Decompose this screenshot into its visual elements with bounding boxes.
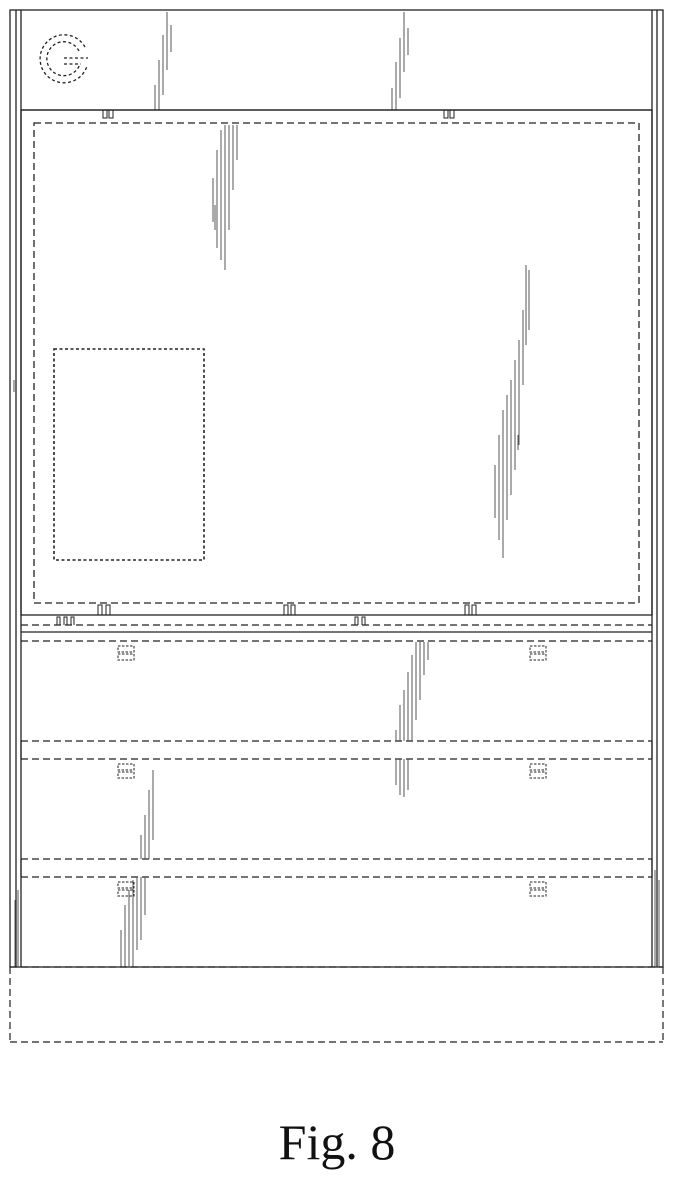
bracket-row-1 bbox=[118, 646, 546, 660]
display-reflection-shading-upper bbox=[213, 125, 237, 270]
google-g-logo-icon bbox=[40, 35, 88, 83]
display-screen bbox=[34, 123, 639, 603]
header-panel bbox=[21, 12, 652, 110]
shelf-2 bbox=[21, 859, 652, 877]
display-inset-window bbox=[54, 349, 204, 560]
bracket-row-3 bbox=[118, 882, 546, 896]
display-top-clips bbox=[103, 110, 454, 118]
display-rail bbox=[21, 617, 652, 641]
display-panel bbox=[21, 110, 652, 615]
cabinet-frame bbox=[10, 10, 663, 967]
header-shading bbox=[155, 12, 408, 110]
shelf-shading bbox=[14, 380, 659, 967]
display-reflection-shading-lower bbox=[495, 265, 529, 558]
display-outer-border bbox=[21, 110, 652, 615]
outer-frame bbox=[10, 10, 663, 967]
bracket-row-2 bbox=[118, 764, 546, 778]
figure-caption: Fig. 8 bbox=[0, 1112, 674, 1172]
display-bottom-clips bbox=[98, 605, 476, 615]
shelf-1 bbox=[21, 741, 652, 759]
cabinet-base bbox=[10, 967, 663, 1042]
